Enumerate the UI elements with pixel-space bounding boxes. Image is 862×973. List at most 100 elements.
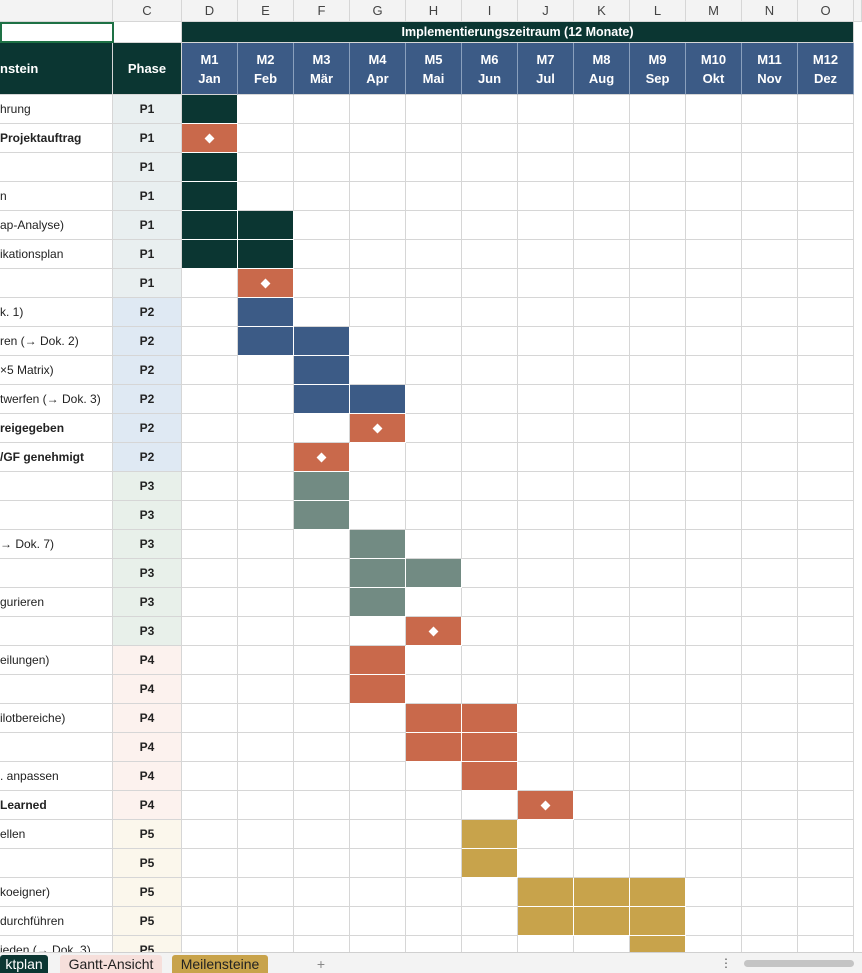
task-cell: ×5 Matrix): [0, 356, 113, 385]
task-cell: reigegeben: [0, 414, 113, 443]
cell: [294, 849, 350, 878]
cell: [574, 936, 630, 952]
cell: [798, 588, 854, 617]
cell: [686, 878, 742, 907]
cell: [518, 733, 574, 762]
month-header: M7 Jul: [518, 43, 574, 95]
cell: [742, 646, 798, 675]
cell: [406, 791, 462, 820]
cell: [294, 414, 350, 443]
cell: [742, 124, 798, 153]
task-cell: [0, 733, 113, 762]
task-cell: n: [0, 182, 113, 211]
cell: [518, 414, 574, 443]
phase-cell: P4: [113, 791, 182, 820]
month-code: M11: [757, 51, 782, 67]
phase-cell: P3: [113, 501, 182, 530]
cell: [462, 182, 518, 211]
cell: [406, 878, 462, 907]
milestone: [350, 414, 406, 443]
task-cell: Projektauftrag: [0, 124, 113, 153]
cell: [630, 356, 686, 385]
phase-cell: P4: [113, 762, 182, 791]
gantt-bar: [518, 907, 574, 936]
month-name: Dez: [813, 70, 838, 86]
cell: [518, 124, 574, 153]
cell: [294, 878, 350, 907]
cell: [798, 182, 854, 211]
cell: [238, 385, 294, 414]
cell: [574, 791, 630, 820]
cell: [630, 646, 686, 675]
gantt-bar: [406, 704, 462, 733]
cell: [406, 240, 462, 269]
cell: [350, 501, 406, 530]
milestone: [294, 443, 350, 472]
cell: [574, 617, 630, 646]
gantt-bar: [630, 878, 686, 907]
phase-cell: P2: [113, 327, 182, 356]
sheet-tab[interactable]: Gantt-Ansicht: [60, 955, 162, 973]
cell: [574, 849, 630, 878]
cell: [294, 298, 350, 327]
task-cell: gurieren: [0, 588, 113, 617]
cell: [462, 211, 518, 240]
cell: [574, 588, 630, 617]
cell: [798, 269, 854, 298]
cell: [742, 269, 798, 298]
gantt-bar: [350, 588, 406, 617]
sheet-tab[interactable]: ktplan: [0, 955, 48, 973]
month-header: M4 Apr: [350, 43, 406, 95]
cell: [630, 327, 686, 356]
month-code: M8: [592, 51, 611, 67]
cell: [630, 617, 686, 646]
cell: [686, 211, 742, 240]
cell: [630, 153, 686, 182]
cell: [238, 443, 294, 472]
cell: [686, 269, 742, 298]
add-sheet[interactable]: +: [316, 956, 326, 972]
gantt-bar: [630, 907, 686, 936]
cell: [798, 385, 854, 414]
month-name: Mär: [309, 70, 334, 86]
gantt-bar: [462, 733, 518, 762]
task-cell: [0, 269, 113, 298]
cell: [182, 443, 238, 472]
cell: [350, 327, 406, 356]
cell: [686, 356, 742, 385]
cell: [518, 646, 574, 675]
task-cell: [0, 849, 113, 878]
cell: [574, 559, 630, 588]
cell: [630, 559, 686, 588]
cell: [182, 472, 238, 501]
cell: [798, 849, 854, 878]
cell: [574, 472, 630, 501]
cell: [350, 907, 406, 936]
cell: [742, 298, 798, 327]
cell: [350, 733, 406, 762]
scrollbar[interactable]: [744, 960, 854, 967]
task-cell: [0, 472, 113, 501]
column-header: H: [406, 0, 462, 22]
cell: [350, 849, 406, 878]
cell: [574, 704, 630, 733]
cell: [686, 849, 742, 878]
cell: [406, 646, 462, 675]
phase-cell: P1: [113, 182, 182, 211]
cell: [742, 878, 798, 907]
task-cell: ellen: [0, 820, 113, 849]
cell: [294, 211, 350, 240]
phase-cell: P4: [113, 733, 182, 762]
cell: [574, 356, 630, 385]
cell: [798, 530, 854, 559]
cell: [518, 153, 574, 182]
cell: [630, 240, 686, 269]
cell: [462, 385, 518, 414]
month-code: M9: [648, 51, 667, 67]
menu-dots[interactable]: ⋮: [720, 956, 732, 970]
phase-cell: P4: [113, 646, 182, 675]
cell: [686, 182, 742, 211]
cell: [238, 95, 294, 124]
cell: [798, 443, 854, 472]
sheet-tab[interactable]: Meilensteine: [172, 955, 268, 973]
